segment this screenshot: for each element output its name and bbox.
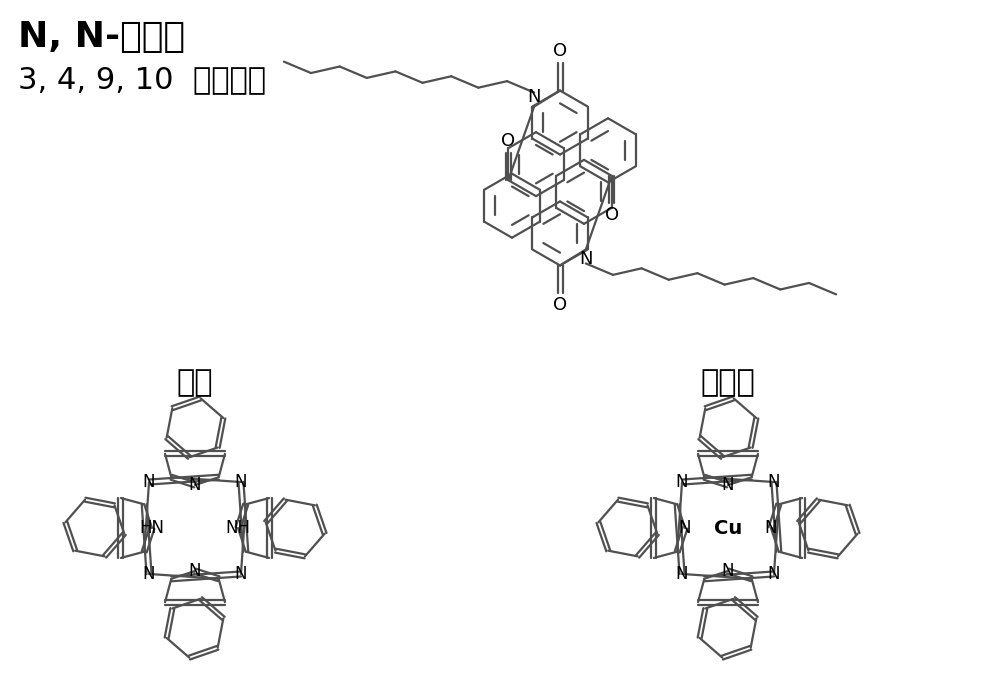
Text: N: N: [579, 251, 593, 268]
Text: N: N: [676, 473, 688, 491]
Text: NH: NH: [226, 519, 250, 537]
Text: N, N-二辛基: N, N-二辛基: [18, 20, 185, 54]
Text: 酞菁铜: 酞菁铜: [701, 368, 755, 397]
Text: N: N: [189, 476, 201, 494]
Text: HN: HN: [140, 519, 164, 537]
Text: N: N: [679, 519, 691, 537]
Text: N: N: [235, 565, 247, 583]
Text: O: O: [553, 295, 567, 313]
Text: N: N: [143, 473, 155, 491]
Text: 3, 4, 9, 10  苝酰亚胺: 3, 4, 9, 10 苝酰亚胺: [18, 65, 266, 94]
Text: N: N: [527, 88, 541, 106]
Text: 酞菁: 酞菁: [177, 368, 213, 397]
Text: O: O: [501, 132, 515, 150]
Text: O: O: [605, 206, 619, 224]
Text: N: N: [768, 473, 780, 491]
Text: N: N: [143, 565, 155, 583]
Text: O: O: [553, 42, 567, 60]
Text: N: N: [189, 562, 201, 580]
Text: N: N: [765, 519, 777, 537]
Text: N: N: [676, 565, 688, 583]
Text: N: N: [722, 476, 734, 494]
Text: Cu: Cu: [714, 518, 742, 538]
Text: N: N: [235, 473, 247, 491]
Text: N: N: [768, 565, 780, 583]
Text: N: N: [722, 562, 734, 580]
